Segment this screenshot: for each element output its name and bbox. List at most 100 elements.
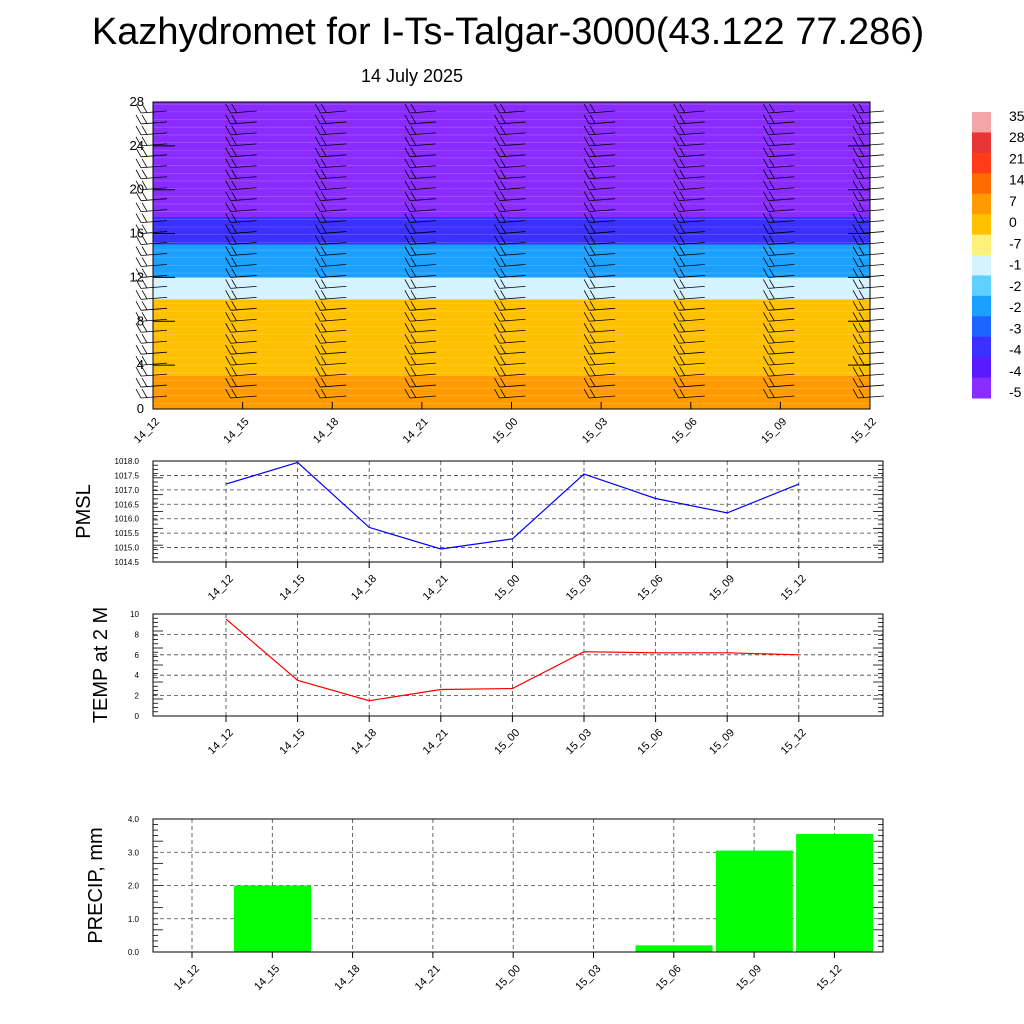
wind-barb-feather: [679, 114, 686, 124]
wind-barb-feather: [141, 125, 148, 135]
wind-barb-feather: [769, 301, 775, 311]
wind-barb: [589, 143, 616, 147]
wind-barb: [768, 318, 795, 322]
wind-barb-feather: [673, 180, 680, 190]
wind-barb-feather: [494, 235, 500, 245]
wind-barb: [230, 121, 257, 125]
x-tick-label: 15_09: [707, 727, 737, 757]
colorbar-swatch: [972, 336, 991, 358]
y-tick-label: 1015.0: [115, 544, 140, 553]
wind-barb-feather: [589, 213, 596, 223]
wind-barb-feather: [494, 268, 500, 278]
wind-barb-feather: [769, 344, 775, 354]
wind-barb: [768, 296, 795, 300]
wind-barb-feather: [583, 355, 590, 366]
x-tick-label: 14_21: [401, 416, 431, 446]
wind-barb-feather: [320, 158, 327, 168]
wind-barb-feather: [410, 202, 417, 212]
wind-barb-feather: [135, 136, 142, 147]
wind-barb: [230, 384, 257, 388]
wind-barb: [678, 285, 705, 289]
wind-barb-feather: [404, 268, 411, 278]
wind-barb-feather: [231, 147, 237, 157]
wind-barb-feather: [231, 246, 237, 256]
wind-barb-feather: [141, 257, 148, 267]
wind-barb-feather: [763, 136, 769, 147]
wind-barb-feather: [852, 180, 859, 190]
wind-barb-feather: [673, 312, 680, 322]
colorbar-label: -7: [1009, 235, 1022, 251]
wind-barb-feather: [858, 388, 865, 398]
wind-barb-feather: [583, 344, 590, 355]
wind-barb-feather: [500, 202, 506, 212]
wind-barb-feather: [141, 147, 148, 157]
wind-barb-feather: [763, 191, 769, 201]
wind-barb: [499, 165, 526, 169]
wind-barb-feather: [494, 114, 500, 125]
wind-barb-feather: [500, 355, 506, 365]
y-tick-label: 16: [130, 226, 144, 241]
wind-barb-feather: [314, 246, 321, 256]
wind-barb-feather: [679, 257, 686, 267]
wind-barb-feather: [852, 125, 859, 136]
wind-barb: [409, 373, 436, 377]
wind-barb-feather: [494, 334, 500, 344]
wind-barb: [140, 275, 168, 278]
wind-barb-feather: [314, 344, 321, 355]
wind-barb-feather: [141, 301, 148, 311]
wind-barb: [320, 176, 347, 180]
wind-barb: [409, 187, 436, 191]
wind-barb-feather: [500, 388, 506, 398]
wind-barb-feather: [320, 191, 327, 201]
y-tick-label: 0.0: [128, 948, 140, 957]
wind-barb: [768, 362, 795, 366]
wind-barb-feather: [852, 169, 859, 179]
wind-barb: [409, 362, 436, 366]
wind-barb: [499, 329, 526, 333]
wind-barb: [768, 242, 795, 245]
wind-barb-feather: [673, 136, 680, 147]
wind-barb: [409, 110, 436, 114]
wind-barb-feather: [494, 301, 500, 311]
wind-barb: [320, 198, 347, 202]
series-line: [225, 461, 800, 550]
wind-barb: [678, 275, 705, 278]
wind-barb-feather: [225, 279, 231, 289]
wind-barb: [140, 110, 168, 114]
wind-barb: [589, 362, 616, 366]
wind-barb-feather: [852, 213, 859, 223]
colorbar-swatch: [972, 214, 991, 236]
wind-barb: [320, 242, 347, 245]
wind-barb-feather: [769, 334, 775, 343]
wind-barb: [857, 307, 885, 311]
wind-barb: [140, 220, 168, 224]
y-tick-label: 1017.5: [115, 471, 140, 480]
wind-barb-feather: [583, 213, 590, 223]
wind-barb-feather: [404, 202, 411, 212]
wind-barb-feather: [583, 334, 590, 344]
wind-barb-feather: [583, 290, 590, 300]
wind-barb-feather: [135, 191, 142, 201]
wind-barb: [409, 154, 436, 158]
wind-barb: [768, 329, 795, 333]
wind-barb-feather: [769, 268, 775, 278]
wind-barb-feather: [410, 301, 417, 311]
wind-barb-feather: [231, 257, 237, 267]
cross-section-field: [153, 102, 870, 409]
wind-barb: [140, 143, 168, 147]
wind-barb-feather: [404, 180, 411, 190]
wind-barb-feather: [673, 147, 680, 158]
wind-barb-feather: [583, 103, 590, 114]
wind-barb: [499, 351, 526, 355]
wind-barb: [499, 373, 526, 377]
x-tick-label: 15_12: [779, 727, 809, 757]
wind-barb-feather: [135, 103, 142, 114]
wind-barb-feather: [852, 388, 859, 399]
wind-barb: [140, 340, 168, 344]
wind-barb-feather: [410, 268, 417, 278]
wind-barb-feather: [494, 103, 500, 114]
wind-barb-feather: [320, 268, 327, 278]
wind-barb-feather: [231, 323, 237, 332]
wind-barb-feather: [583, 377, 590, 388]
wind-barb-feather: [673, 377, 680, 388]
